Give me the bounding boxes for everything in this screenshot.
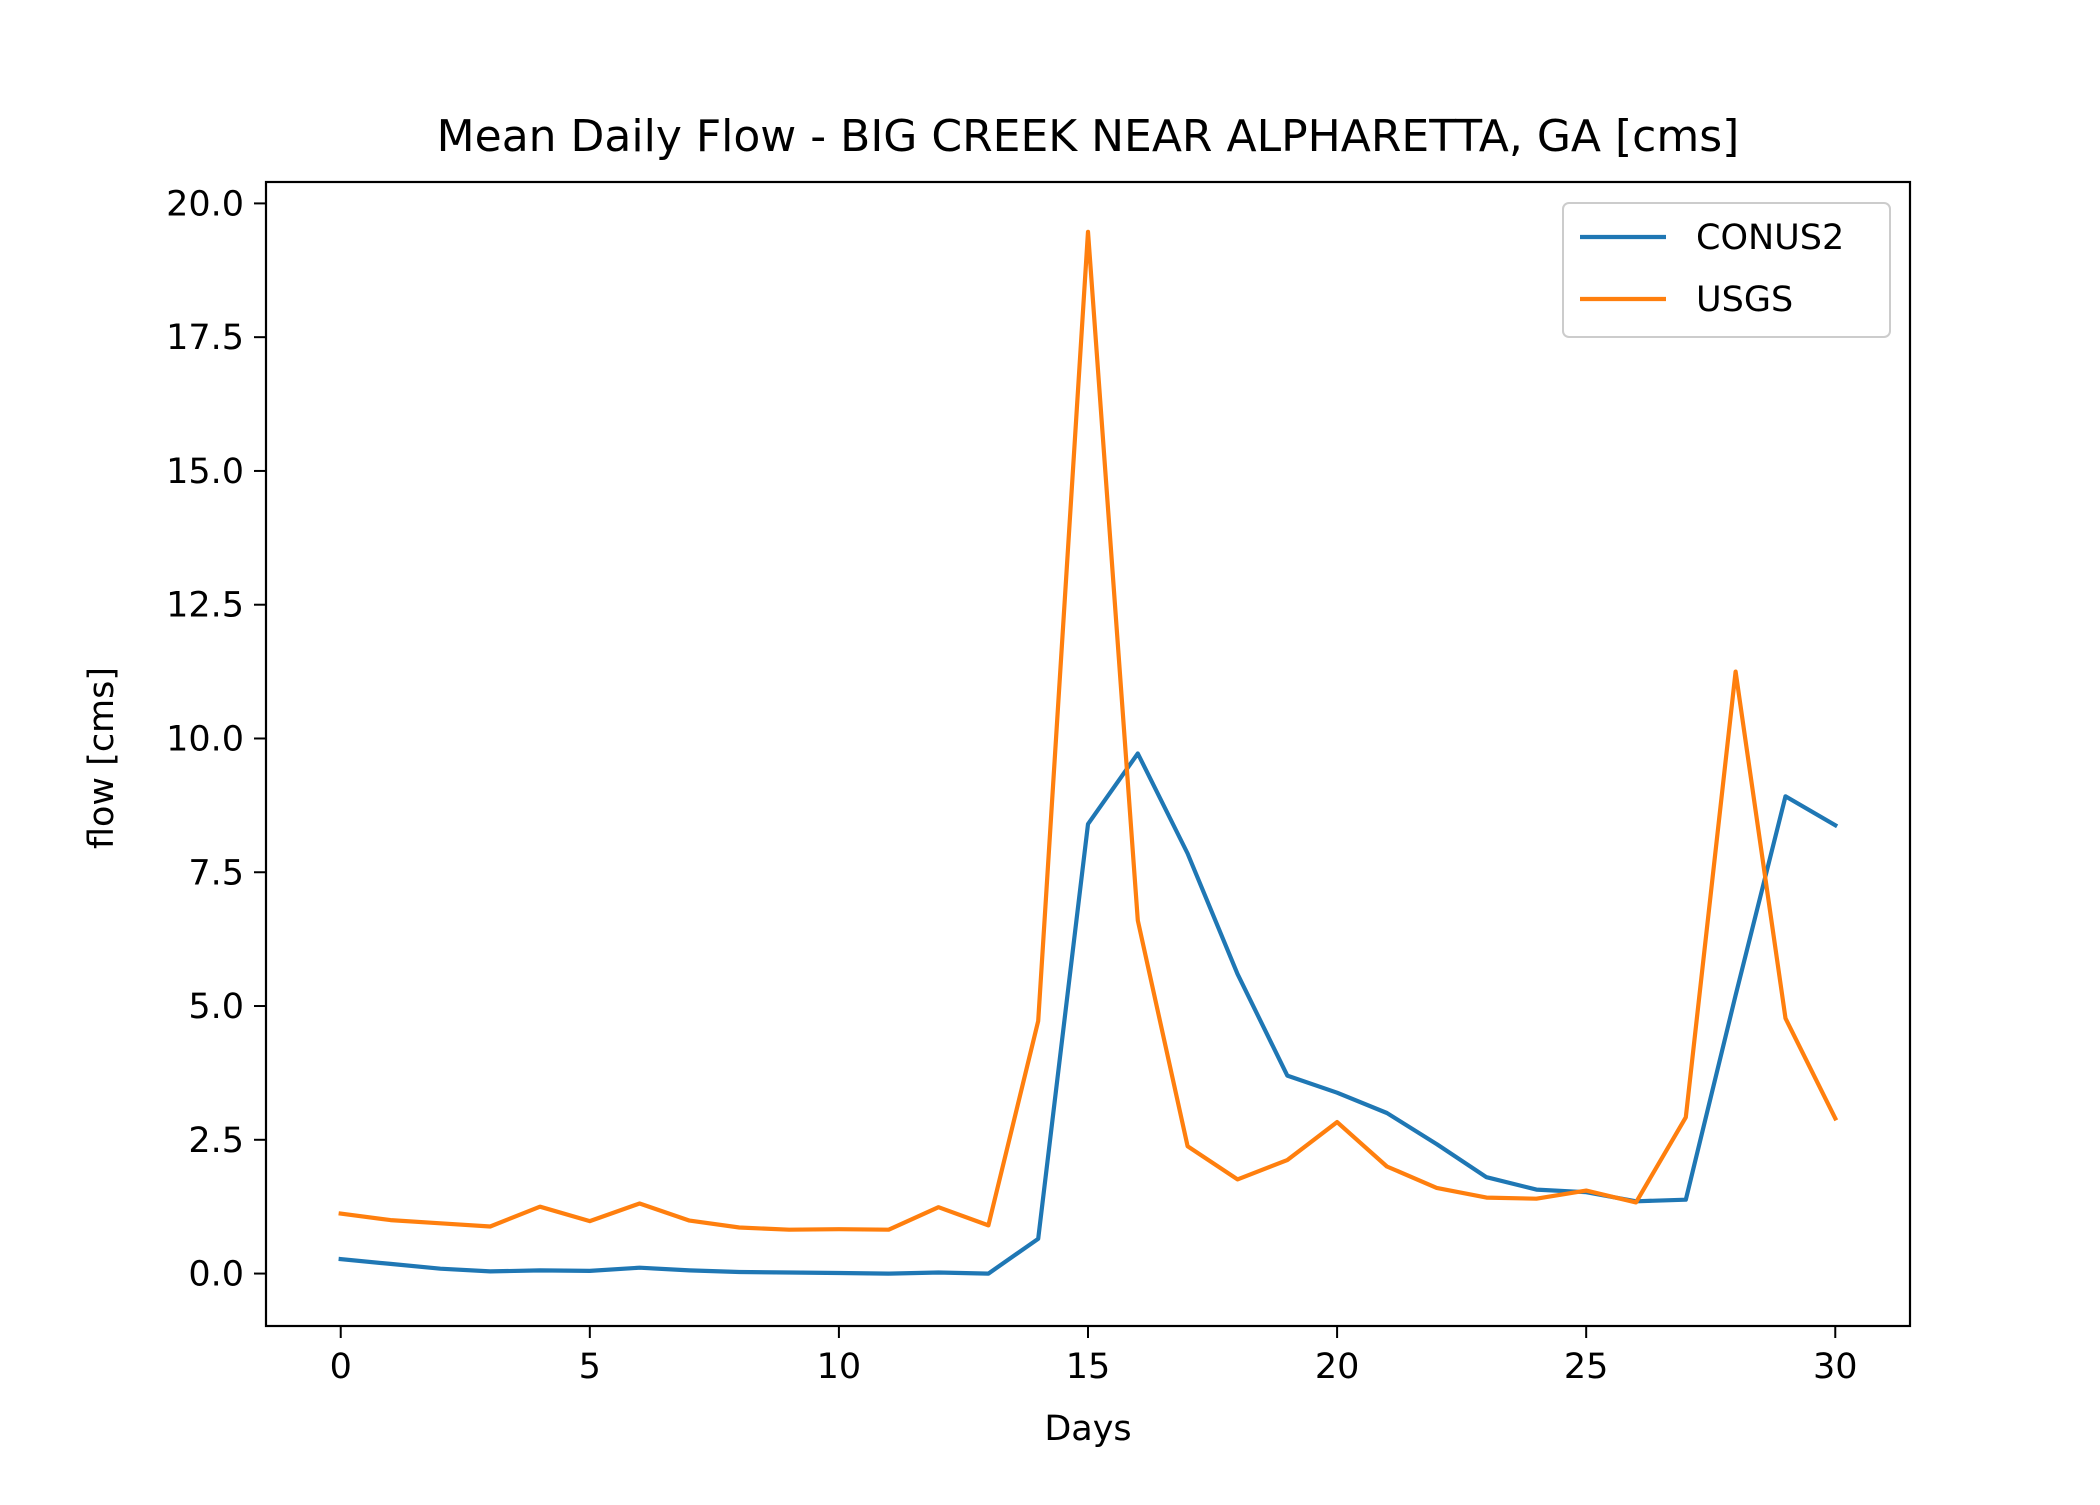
- legend-label-usgs: USGS: [1696, 280, 1793, 320]
- y-tick-label: 15.0: [166, 452, 244, 492]
- x-tick-label: 0: [330, 1347, 352, 1387]
- y-tick-label: 7.5: [188, 853, 244, 893]
- x-tick-label: 15: [1066, 1347, 1111, 1387]
- y-tick-label: 12.5: [166, 586, 244, 626]
- y-tick-label: 10.0: [166, 719, 244, 759]
- x-tick-label: 5: [579, 1347, 601, 1387]
- x-axis-label: Days: [1044, 1409, 1131, 1449]
- x-tick-label: 30: [1813, 1347, 1858, 1387]
- chart-title: Mean Daily Flow - BIG CREEK NEAR ALPHARE…: [437, 111, 1740, 162]
- y-axis-label: flow [cms]: [82, 667, 122, 849]
- y-tick-label: 0.0: [188, 1255, 244, 1295]
- y-tick-label: 20.0: [166, 184, 244, 224]
- legend: CONUS2 USGS: [1562, 202, 1891, 338]
- y-tick-label: 17.5: [166, 318, 244, 358]
- series-line-usgs: [338, 229, 1839, 1232]
- y-tick-label: 5.0: [188, 987, 244, 1027]
- legend-label-conus2: CONUS2: [1696, 218, 1844, 258]
- x-tick-label: 10: [817, 1347, 862, 1387]
- plot-area: 0 5 10 15 20 25 30 0.0 2.5 5.0 7.5 10.0 12.5 15.0 17.5…: [166, 180, 1912, 1387]
- x-tick-label: 25: [1564, 1347, 1609, 1387]
- y-tick-label: 2.5: [188, 1121, 244, 1161]
- x-tick-label: 20: [1315, 1347, 1360, 1387]
